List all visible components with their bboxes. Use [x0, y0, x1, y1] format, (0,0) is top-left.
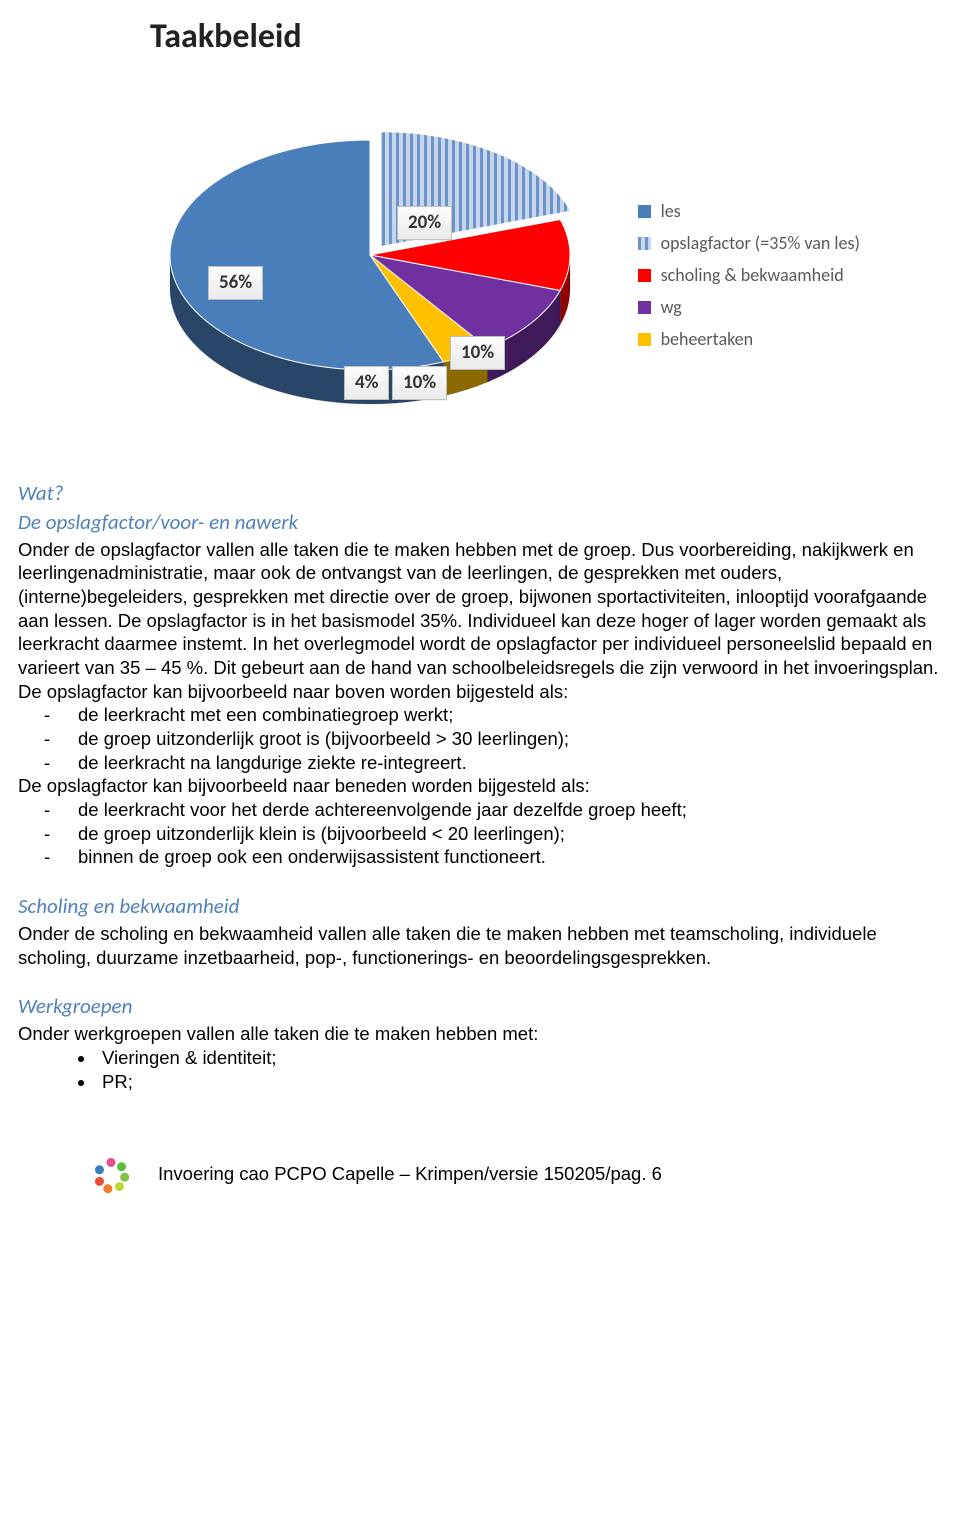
legend: les opslagfactor (=35% van les) scholing… [638, 200, 860, 360]
heading-opslagfactor: De opslagfactor/voor- en nawerk [18, 509, 942, 536]
taakbeleid-chart: Taakbeleid 56% 20% 10% 10 [70, 10, 890, 450]
list-item: binnen de groep ook een onderwijsassiste… [78, 845, 942, 869]
para-scholing: Onder de scholing en bekwaamheid vallen … [18, 922, 942, 969]
legend-swatch-beheertaken [638, 333, 651, 346]
slice-label-2: 10% [450, 336, 505, 370]
legend-label: opslagfactor (=35% van les) [661, 232, 860, 254]
para-opslag-down-intro: De opslagfactor kan bijvoorbeeld naar be… [18, 774, 942, 798]
heading-werkgroepen: Werkgroepen [18, 993, 942, 1020]
page-footer: Invoering cao PCPO Capelle – Krimpen/ver… [0, 1153, 960, 1195]
list-item: de groep uitzonderlijk klein is (bijvoor… [78, 822, 942, 846]
opslag-up-list: de leerkracht met een combinatiegroep we… [18, 703, 942, 774]
legend-item: opslagfactor (=35% van les) [638, 232, 860, 254]
list-item: de groep uitzonderlijk groot is (bijvoor… [78, 727, 942, 751]
legend-swatch-les [638, 205, 651, 218]
legend-label: scholing & bekwaamheid [661, 264, 844, 286]
legend-item: les [638, 200, 860, 222]
legend-label: les [661, 200, 681, 222]
list-item: PR; [96, 1070, 942, 1094]
slice-label-3: 10% [392, 366, 447, 400]
logo-icon [90, 1153, 132, 1195]
para-werkgroepen-intro: Onder werkgroepen vallen alle taken die … [18, 1022, 942, 1046]
footer-text: Invoering cao PCPO Capelle – Krimpen/ver… [158, 1163, 662, 1185]
slice-label-0: 56% [208, 266, 263, 300]
legend-swatch-opslagfactor [638, 237, 651, 250]
legend-item: wg [638, 296, 860, 318]
list-item: de leerkracht met een combinatiegroep we… [78, 703, 942, 727]
legend-swatch-wg [638, 301, 651, 314]
legend-label: wg [661, 296, 682, 318]
legend-item: scholing & bekwaamheid [638, 264, 860, 286]
heading-scholing: Scholing en bekwaamheid [18, 893, 942, 920]
slice-label-1: 20% [397, 206, 452, 240]
chart-title: Taakbeleid [70, 10, 890, 57]
heading-wat: Wat? [18, 480, 942, 507]
legend-label: beheertaken [661, 328, 754, 350]
para-opslagfactor: Onder de opslagfactor vallen alle taken … [18, 538, 942, 704]
legend-item: beheertaken [638, 328, 860, 350]
legend-swatch-scholing [638, 269, 651, 282]
list-item: de leerkracht na langdurige ziekte re-in… [78, 751, 942, 775]
werkgroepen-list: Vieringen & identiteit; PR; [18, 1046, 942, 1093]
list-item: Vieringen & identiteit; [96, 1046, 942, 1070]
body-text: Wat? De opslagfactor/voor- en nawerk Ond… [0, 480, 960, 1093]
list-item: de leerkracht voor het derde achtereenvo… [78, 798, 942, 822]
opslag-down-list: de leerkracht voor het derde achtereenvo… [18, 798, 942, 869]
slice-label-4: 4% [344, 366, 389, 400]
pie-container: 56% 20% 10% 10% 4% [130, 70, 610, 430]
